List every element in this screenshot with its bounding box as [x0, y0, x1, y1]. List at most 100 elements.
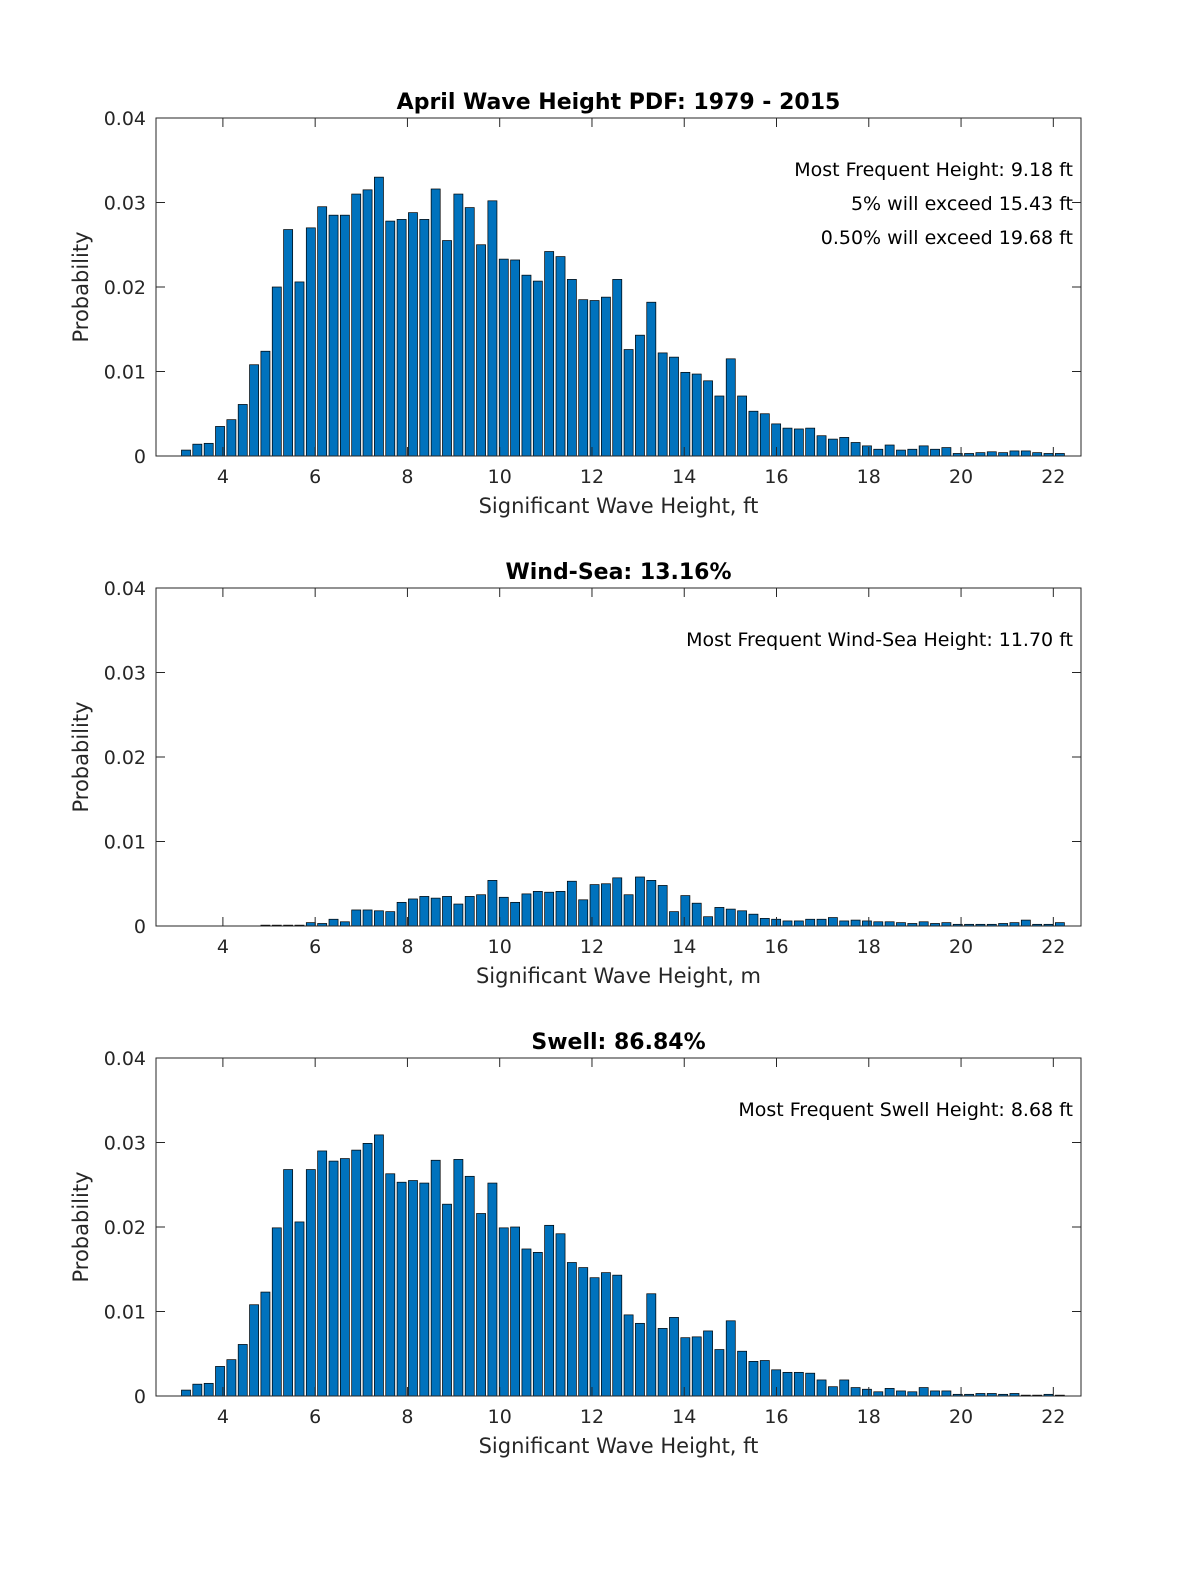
- bar: [339, 1158, 350, 1396]
- bar: [555, 891, 566, 926]
- bar: [986, 451, 997, 456]
- bar: [952, 1393, 963, 1396]
- y-tick-label: 0: [134, 1386, 146, 1408]
- bar: [691, 902, 702, 926]
- bar: [918, 445, 929, 456]
- bar: [635, 1322, 645, 1396]
- bar: [328, 918, 339, 926]
- x-tick-label: 18: [857, 466, 881, 488]
- chart-title: Swell: 86.84%: [531, 1030, 705, 1055]
- bar: [385, 911, 396, 926]
- bar: [725, 358, 736, 456]
- bar: [544, 251, 555, 456]
- y-tick-label: 0.02: [104, 747, 146, 769]
- bar: [998, 1393, 1009, 1396]
- x-tick-label: 10: [488, 466, 512, 488]
- bar: [498, 896, 509, 926]
- bar: [328, 1160, 339, 1396]
- bar: [612, 1274, 623, 1396]
- bar: [328, 214, 339, 456]
- x-tick-label: 20: [949, 466, 973, 488]
- bar: [839, 920, 850, 926]
- bar: [669, 356, 679, 456]
- bar: [725, 908, 736, 926]
- x-tick-label: 10: [488, 1406, 512, 1428]
- bar: [657, 352, 668, 456]
- bar: [294, 1221, 305, 1396]
- bar-group: [260, 876, 1065, 926]
- x-tick-label: 6: [309, 936, 321, 958]
- bar: [510, 1226, 521, 1396]
- bar: [703, 1330, 713, 1396]
- bar: [930, 448, 940, 456]
- bar: [419, 896, 430, 926]
- bar: [430, 1159, 441, 1396]
- x-tick-label: 10: [488, 936, 512, 958]
- bar: [793, 920, 804, 926]
- bar: [544, 1224, 555, 1396]
- annotation: Most Frequent Wind-Sea Height: 11.70 ft: [686, 629, 1073, 651]
- bar: [737, 1350, 747, 1396]
- bar: [1020, 450, 1031, 456]
- y-axis-label: Probability: [69, 1171, 93, 1282]
- bar: [555, 256, 566, 456]
- y-axis-label: Probability: [69, 231, 93, 342]
- bar: [771, 423, 782, 456]
- bar: [521, 1248, 532, 1396]
- bar: [362, 909, 373, 926]
- bar: [805, 918, 816, 926]
- bar: [850, 1387, 861, 1396]
- bar: [862, 445, 872, 456]
- bar: [782, 427, 793, 456]
- bar: [374, 176, 384, 456]
- x-tick-label: 12: [580, 1406, 604, 1428]
- x-tick-label: 4: [217, 1406, 229, 1428]
- x-axis-label: Significant Wave Height, ft: [479, 494, 759, 518]
- bar: [317, 1150, 328, 1396]
- bar: [396, 219, 407, 456]
- bar: [873, 448, 884, 456]
- bar: [941, 1390, 952, 1396]
- bar: [805, 1372, 816, 1396]
- x-tick-label: 22: [1041, 1406, 1065, 1428]
- x-tick-label: 6: [309, 1406, 321, 1428]
- bar: [635, 334, 645, 456]
- bar: [782, 920, 793, 926]
- bar: [918, 921, 929, 926]
- bar: [260, 1291, 271, 1396]
- bar: [351, 1149, 362, 1396]
- bar: [374, 910, 384, 926]
- bar: [396, 901, 407, 926]
- y-axis-label: Probability: [69, 701, 93, 812]
- y-tick-label: 0.03: [104, 663, 146, 685]
- bar: [623, 349, 634, 456]
- y-tick-label: 0.04: [104, 1048, 146, 1070]
- bar: [396, 1181, 407, 1396]
- bar: [873, 921, 884, 926]
- bar: [192, 1383, 203, 1396]
- bar: [237, 404, 248, 456]
- bar: [714, 395, 725, 456]
- bar-group: [181, 176, 1065, 456]
- bar: [793, 428, 804, 456]
- bar: [930, 1390, 940, 1396]
- bar: [283, 1169, 294, 1396]
- x-tick-label: 16: [764, 1406, 788, 1428]
- bar: [578, 299, 589, 456]
- y-tick-label: 0: [134, 446, 146, 468]
- y-tick-label: 0: [134, 916, 146, 938]
- bar: [1032, 452, 1043, 456]
- bar: [419, 1182, 430, 1396]
- bar: [487, 200, 498, 456]
- bar: [1009, 450, 1020, 456]
- x-tick-label: 22: [1041, 936, 1065, 958]
- bar: [215, 1366, 225, 1396]
- bar: [669, 911, 679, 926]
- bar: [532, 891, 543, 926]
- bar: [442, 896, 452, 926]
- bar: [907, 1391, 918, 1396]
- bar: [862, 920, 872, 926]
- bar: [271, 1227, 282, 1396]
- bar: [669, 1317, 679, 1396]
